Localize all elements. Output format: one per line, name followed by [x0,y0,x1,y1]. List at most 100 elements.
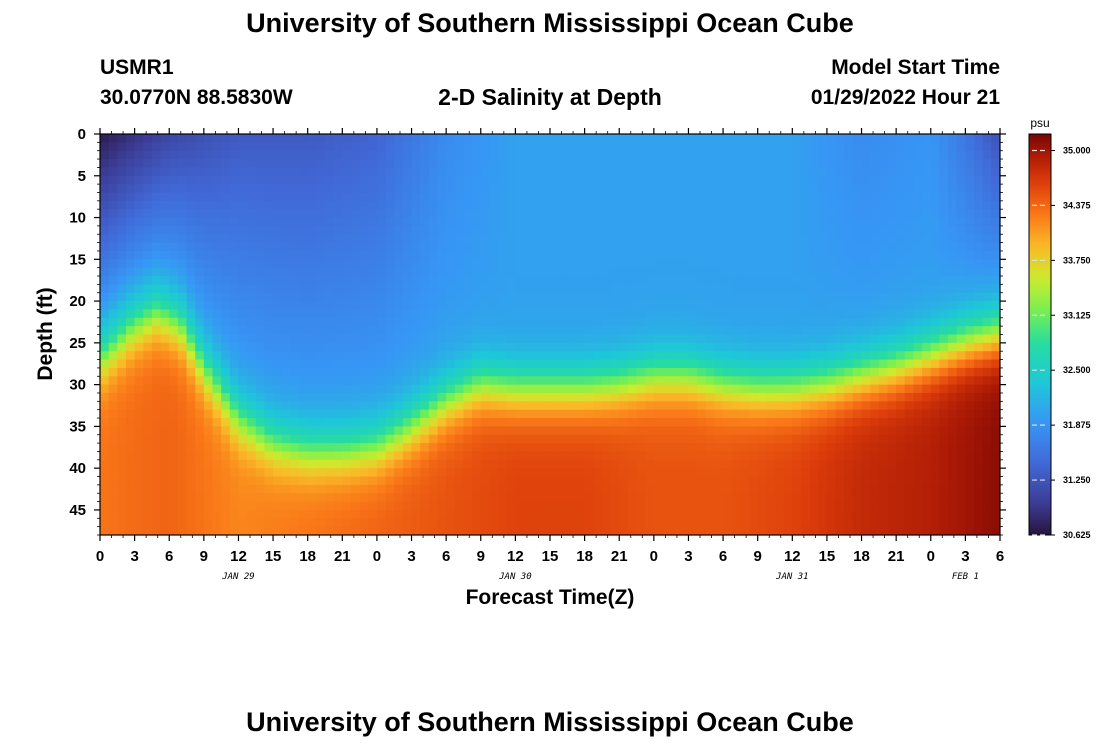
heatmap-cell [281,259,291,269]
heatmap-cell [662,426,672,436]
heatmap-cell [541,134,551,143]
heatmap-cell [870,451,880,461]
heatmap-cell [714,142,724,152]
heatmap-cell [852,484,863,494]
heatmap-cell [974,267,984,277]
heatmap-cell [359,209,369,219]
heatmap-cell [532,484,542,494]
heatmap-cell [221,267,231,277]
heatmap-cell [627,150,638,160]
heatmap-cell [186,342,196,352]
heatmap-cell [524,192,534,202]
heatmap-cell [991,242,1000,252]
heatmap-cell [186,301,196,311]
heatmap-cell [930,443,941,453]
heatmap-cell [515,501,525,511]
heatmap-cell [636,292,646,302]
heatmap-cell [775,259,785,269]
heatmap-cell [273,476,283,486]
heatmap-cell [982,334,992,344]
heatmap-cell [532,317,542,327]
heatmap-cell [852,192,863,202]
heatmap-cell [506,526,516,535]
heatmap-cell [100,167,110,177]
heatmap-cell [376,200,387,210]
heatmap-cell [524,509,534,519]
heatmap-cell [186,250,196,260]
heatmap-cell [930,351,941,361]
heatmap-cell [238,309,248,319]
heatmap-cell [290,434,300,444]
heatmap-cell [601,234,612,244]
heatmap-cell [705,234,716,244]
heatmap-cell [255,209,266,219]
heatmap-cell [229,267,240,277]
heatmap-cell [524,518,534,528]
heatmap-cell [541,501,551,511]
heatmap-cell [723,459,733,469]
heatmap-cell [723,276,733,285]
heatmap-cell [991,342,1000,352]
heatmap-cell [636,384,646,394]
heatmap-cell [956,309,966,319]
heatmap-cell [974,150,984,160]
heatmap-cell [524,250,534,260]
heatmap-cell [671,392,681,402]
heatmap-cell [619,518,629,528]
heatmap-cell [143,159,153,169]
heatmap-cell [835,401,845,411]
heatmap-cell [636,418,646,427]
heatmap-cell [368,509,378,519]
heatmap-cell [679,167,690,177]
heatmap-cell [636,476,646,486]
heatmap-cell [299,317,309,327]
heatmap-cell [394,217,404,227]
heatmap-cell [385,451,395,461]
heatmap-cell [922,426,932,436]
heatmap-cell [800,242,811,252]
heatmap-cell [870,317,880,327]
heatmap-cell [757,443,767,453]
heatmap-cell [922,159,932,169]
heatmap-cell [333,225,343,235]
heatmap-cell [203,200,214,210]
heatmap-cell [420,509,430,519]
heatmap-cell [515,509,525,519]
heatmap-cell [108,451,118,461]
heatmap-cell [653,225,664,235]
heatmap-cell [428,426,439,436]
heatmap-cell [697,342,707,352]
heatmap-cell [809,434,819,444]
heatmap-cell [411,167,421,177]
heatmap-cell [264,376,274,386]
heatmap-cell [991,309,1000,319]
heatmap-cell [325,468,335,478]
heatmap-cell [498,225,508,235]
heatmap-cell [714,326,724,336]
heatmap-cell [394,326,404,336]
heatmap-cell [524,334,534,344]
heatmap-cell [203,434,214,444]
heatmap-cell [143,267,153,277]
heatmap-cell [584,326,594,336]
heatmap-cell [809,384,819,394]
heatmap-cell [982,276,992,285]
heatmap-cell [956,209,966,219]
heatmap-cell [515,267,525,277]
heatmap-cell [671,367,681,377]
heatmap-cell [878,150,889,160]
heatmap-cell [229,426,240,436]
heatmap-cell [904,342,915,352]
heatmap-cell [965,184,975,194]
heatmap-cell [446,192,456,202]
heatmap-cell [896,468,906,478]
heatmap-cell [896,184,906,194]
heatmap-cell [368,468,378,478]
heatmap-cell [896,200,906,210]
heatmap-cell [247,526,257,535]
heatmap-cell [878,351,889,361]
heatmap-cell [749,501,759,511]
heatmap-cell [826,134,837,143]
heatmap-cell [809,301,819,311]
heatmap-cell [480,434,491,444]
